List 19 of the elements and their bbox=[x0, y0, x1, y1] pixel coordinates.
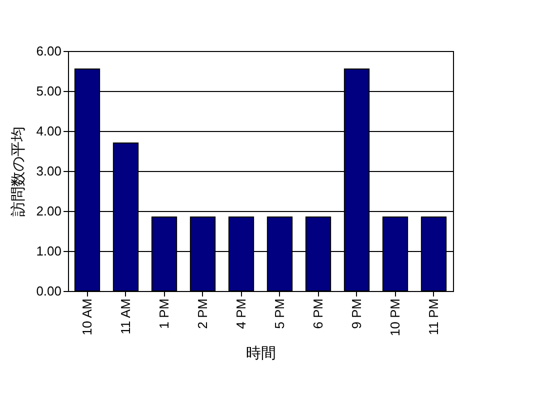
y-tick-label: 5.00 bbox=[36, 84, 62, 98]
y-tick-label: 3.00 bbox=[36, 164, 62, 178]
y-tick-label: 6.00 bbox=[36, 44, 62, 58]
y-tick-label: 4.00 bbox=[36, 124, 62, 138]
x-tick-label: 2 PM bbox=[194, 298, 210, 329]
x-tick-label: 10 PM bbox=[387, 298, 402, 336]
x-tick-label: 1 PM bbox=[156, 298, 172, 329]
x-tick-label: 11 PM bbox=[426, 298, 441, 336]
y-tick-label: 1.00 bbox=[36, 244, 62, 258]
x-tick-label: 11 AM bbox=[118, 298, 133, 334]
x-tick-label: 5 PM bbox=[272, 298, 287, 329]
x-tick-label: 9 PM bbox=[348, 298, 364, 329]
y-axis-title: 訪問数の平均 bbox=[10, 126, 28, 216]
x-tick-label: 10 AM bbox=[79, 298, 94, 336]
y-tick-label: 2.00 bbox=[36, 204, 62, 218]
x-tick-label: 6 PM bbox=[310, 298, 326, 329]
y-tick-label: 0.00 bbox=[36, 284, 62, 298]
x-axis-title: 時間 bbox=[246, 345, 276, 362]
x-tick-label: 4 PM bbox=[233, 298, 248, 329]
